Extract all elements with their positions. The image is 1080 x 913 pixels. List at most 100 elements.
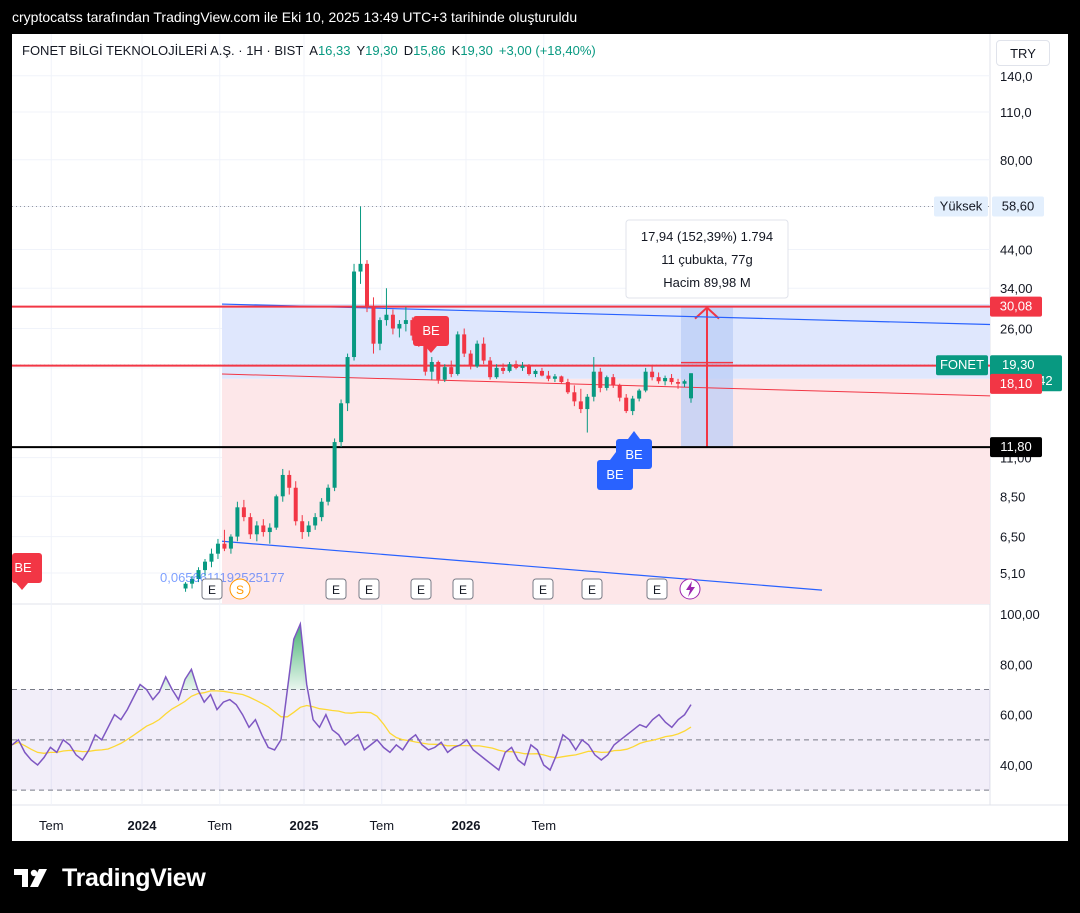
candle-body xyxy=(539,370,544,376)
symbol-legend: FONET BİLGİ TEKNOLOJİLERİ A.Ş. · 1H · BI… xyxy=(22,43,596,58)
candle-body xyxy=(462,334,467,354)
candle-body xyxy=(222,543,227,549)
event-earnings-8[interactable]: E xyxy=(646,578,668,600)
svg-text:18,10: 18,10 xyxy=(1000,376,1033,391)
rsi-tick-label: 80,00 xyxy=(1000,657,1033,672)
price-tick-label: 6,50 xyxy=(1000,530,1025,545)
event-earnings-4[interactable]: E xyxy=(410,578,432,600)
rsi-tick-label: 40,00 xyxy=(1000,758,1033,773)
candle-body xyxy=(501,367,506,371)
candle-body xyxy=(468,353,473,367)
candle-body xyxy=(429,361,434,372)
high-label: Yüksek 58,60 xyxy=(934,196,1044,217)
price-tick-label: 110,0 xyxy=(1000,105,1032,120)
event-earnings-3[interactable]: E xyxy=(358,578,380,600)
svg-text:E: E xyxy=(417,583,425,597)
candle-body xyxy=(203,561,207,571)
support-price-label: 11,80 xyxy=(990,437,1042,458)
be-marker-sell-top[interactable]: BE xyxy=(413,316,449,353)
low-value: 15,86 xyxy=(413,43,446,58)
time-tick-label: 2025 xyxy=(290,818,319,833)
candle-body xyxy=(650,371,655,378)
rsi-band-lines xyxy=(12,689,990,791)
candle-body xyxy=(656,377,661,382)
faded-trend-value: 0,0656611192525177 xyxy=(160,570,285,585)
svg-text:BE: BE xyxy=(422,323,440,338)
svg-text:30,08: 30,08 xyxy=(1000,299,1033,314)
candle-body xyxy=(248,517,253,535)
measure-volume: Hacim 89,98 M xyxy=(663,275,750,290)
svg-text:11,80: 11,80 xyxy=(1000,439,1032,454)
lightning-icon[interactable] xyxy=(679,578,701,600)
high-tag: Yüksek xyxy=(940,199,983,214)
price-tick-label: 8,50 xyxy=(1000,489,1025,504)
be-marker-sell-left[interactable]: BE xyxy=(12,553,42,590)
tradingview-logo-icon xyxy=(14,869,47,887)
candle-body xyxy=(280,474,285,497)
candle-body xyxy=(481,343,486,361)
close-label: K xyxy=(451,43,461,58)
event-earnings-6[interactable]: E xyxy=(532,578,554,600)
close-value: 19,30 xyxy=(460,43,493,58)
svg-text:E: E xyxy=(332,583,340,597)
rsi-pane: 100,00 80,00 60,00 40,00 xyxy=(12,607,1040,791)
time-tick-label: 2024 xyxy=(128,818,158,833)
high-value-box xyxy=(992,196,1044,217)
candle-body xyxy=(332,442,337,488)
candle-body xyxy=(630,398,635,412)
event-earnings-7[interactable]: E xyxy=(581,578,603,600)
candle-body xyxy=(267,527,272,533)
candle-body xyxy=(410,320,415,336)
candle-body xyxy=(520,365,525,368)
lower-price-label: 18,10 xyxy=(990,373,1042,394)
rsi-tick-label: 100,00 xyxy=(1000,607,1040,622)
candle-body xyxy=(358,263,363,272)
candle-body xyxy=(345,357,350,404)
currency-button[interactable]: TRY xyxy=(996,40,1050,66)
measure-info-box: 17,94 (152,39%) 1.794 11 çubukta, 77g Ha… xyxy=(625,219,789,299)
short-zone xyxy=(222,378,990,604)
price-tick-label: 80,00 xyxy=(1000,153,1033,168)
candle-body xyxy=(494,367,499,378)
candle-body xyxy=(514,364,519,368)
candles xyxy=(183,206,693,592)
candle-body xyxy=(403,320,408,324)
high-label-legend: Y xyxy=(356,43,366,58)
candle-body xyxy=(228,536,233,549)
event-earnings-1[interactable]: E xyxy=(201,578,223,600)
time-tick-label: Tem xyxy=(369,818,394,833)
be-marker-buy-2[interactable]: BE xyxy=(597,452,633,490)
svg-text:BE: BE xyxy=(14,560,32,575)
price-chart[interactable]: 17,94 (152,39%) 1.794 11 çubukta, 77g Ha… xyxy=(12,34,1068,841)
candle-body xyxy=(215,543,220,554)
candle-body xyxy=(611,377,616,386)
tradingview-brand: TradingView xyxy=(14,862,206,894)
svg-text:E: E xyxy=(588,583,596,597)
candle-body xyxy=(565,382,570,393)
svg-text:E: E xyxy=(208,583,216,597)
candle-body xyxy=(436,361,441,380)
event-earnings-2[interactable]: E xyxy=(325,578,347,600)
candle-body xyxy=(196,570,201,580)
time-axis: Tem 2024 Tem 2025 Tem 2026 Tem xyxy=(39,818,556,833)
candle-body xyxy=(190,579,195,584)
svg-text:BE: BE xyxy=(625,447,643,462)
candle-body xyxy=(533,370,538,375)
event-earnings-5[interactable]: E xyxy=(452,578,474,600)
candle-body xyxy=(488,360,493,378)
high-value: 58,60 xyxy=(1002,199,1035,214)
candle-body xyxy=(390,314,395,329)
candle-body xyxy=(442,367,447,380)
brand-name: TradingView xyxy=(62,863,206,892)
candle-body xyxy=(313,517,318,526)
candle-body xyxy=(591,371,596,397)
price-tick-label: 34,00 xyxy=(1000,281,1033,296)
time-tick-label: Tem xyxy=(207,818,232,833)
rsi-axis: 100,00 80,00 60,00 40,00 xyxy=(1000,607,1040,773)
candle-body xyxy=(377,320,382,344)
chart-panel[interactable]: 17,94 (152,39%) 1.794 11 çubukta, 77g Ha… xyxy=(12,34,1068,841)
candle-body xyxy=(676,382,681,384)
candle-body xyxy=(287,474,292,488)
candle-body xyxy=(643,371,648,391)
event-dividend[interactable]: S xyxy=(229,578,251,600)
